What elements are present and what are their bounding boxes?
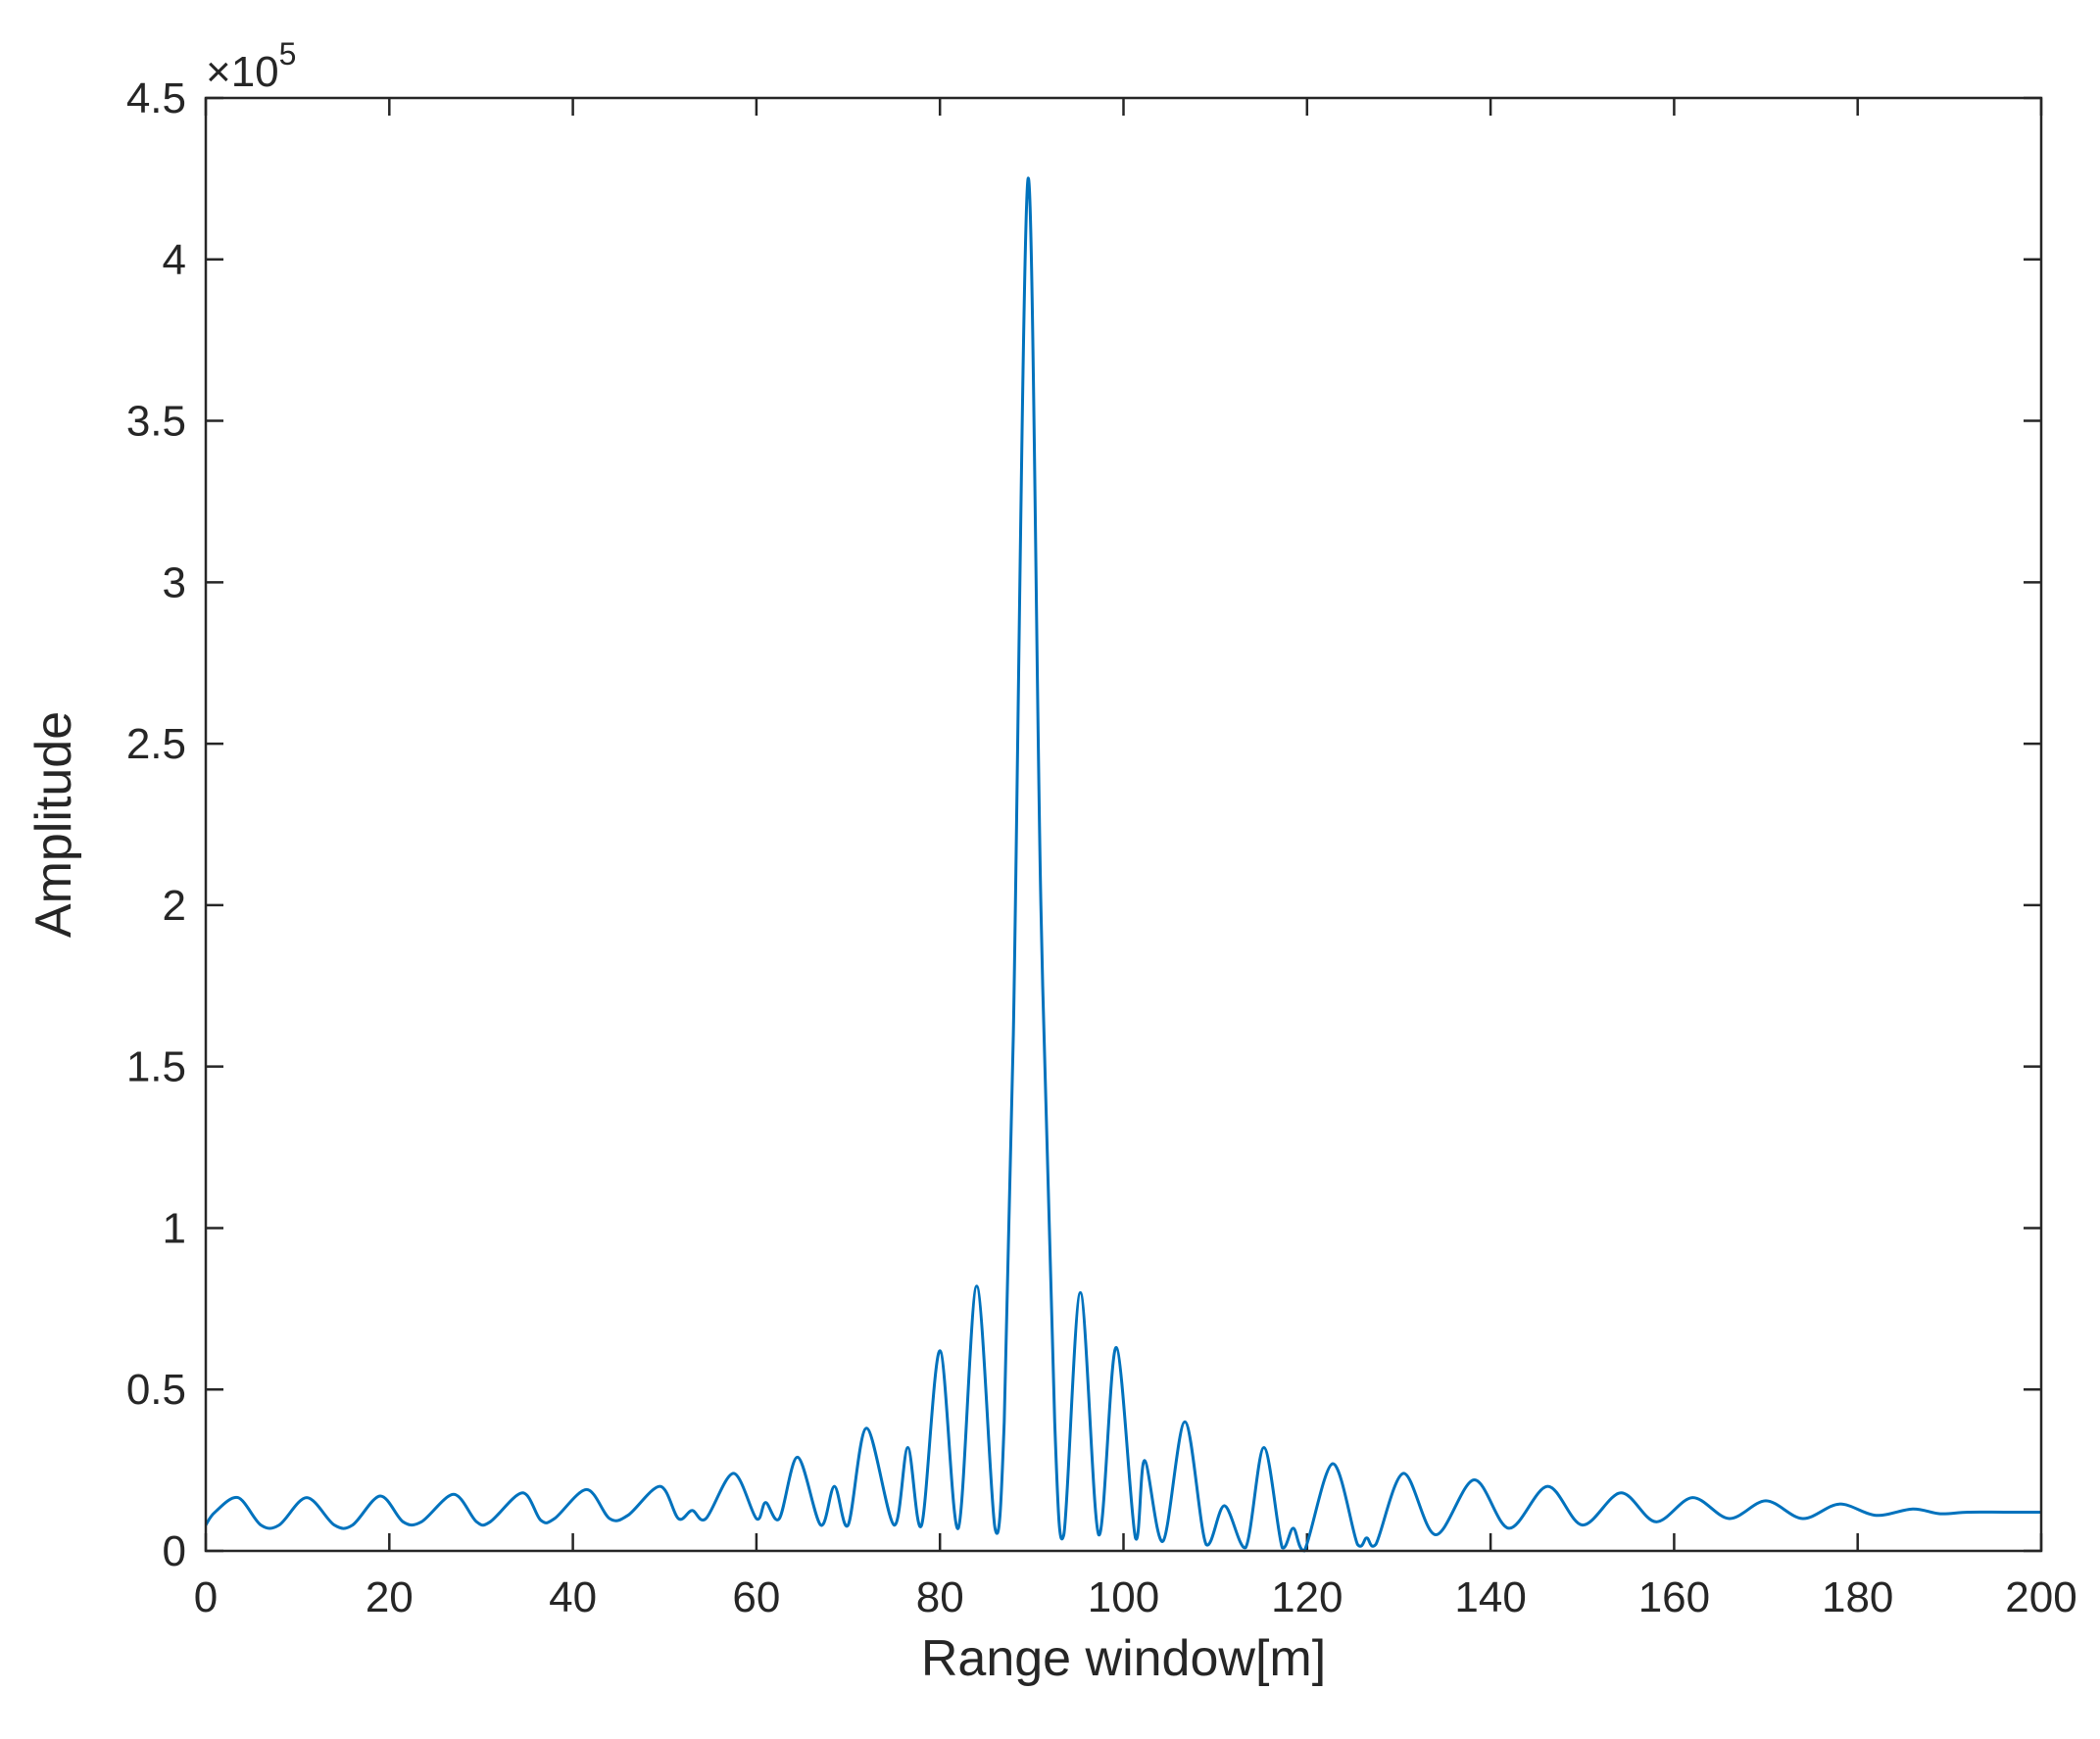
series-line <box>204 176 2041 1553</box>
y-tick-label: 4.5 <box>126 74 186 122</box>
x-tick-label: 100 <box>1088 1573 1159 1621</box>
y-tick-label: 1.5 <box>126 1043 186 1091</box>
x-tick-label: 200 <box>2005 1573 2076 1621</box>
y-tick-label: 0.5 <box>126 1366 186 1414</box>
y-tick-label: 2 <box>163 882 186 930</box>
y-tick-label: 3 <box>163 558 186 606</box>
y-tick-label: 4 <box>163 236 186 284</box>
x-tick-label: 40 <box>549 1573 597 1621</box>
y-tick-label: 3.5 <box>126 398 186 446</box>
y-tick-label: 0 <box>163 1527 186 1575</box>
x-tick-label: 0 <box>194 1573 218 1621</box>
x-tick-label: 120 <box>1271 1573 1343 1621</box>
x-tick-label: 180 <box>1822 1573 1893 1621</box>
plot-frame <box>204 96 2043 1553</box>
y-exponent-power: 5 <box>279 36 297 72</box>
x-tick-label: 80 <box>916 1573 964 1621</box>
x-axis-label: Range window[m] <box>921 1630 1326 1687</box>
x-tick-labels: 0 20 40 60 80 100 120 140 160 180 200 <box>194 1573 2077 1621</box>
y-axis-label: Amplitude <box>25 711 82 938</box>
x-tick-label: 20 <box>366 1573 414 1621</box>
y-tick-labels: 0 0.5 1 1.5 2 2.5 3 3.5 4 4.5 <box>126 74 186 1575</box>
x-tick-label: 140 <box>1454 1573 1526 1621</box>
y-tick-label: 1 <box>163 1204 186 1252</box>
x-tick-label: 60 <box>732 1573 780 1621</box>
x-tick-label: 160 <box>1638 1573 1710 1621</box>
y-axis-exponent: ×105 <box>206 36 296 96</box>
plot-background <box>206 98 2041 1551</box>
y-tick-label: 2.5 <box>126 720 186 768</box>
y-exponent-base: ×10 <box>206 48 279 96</box>
